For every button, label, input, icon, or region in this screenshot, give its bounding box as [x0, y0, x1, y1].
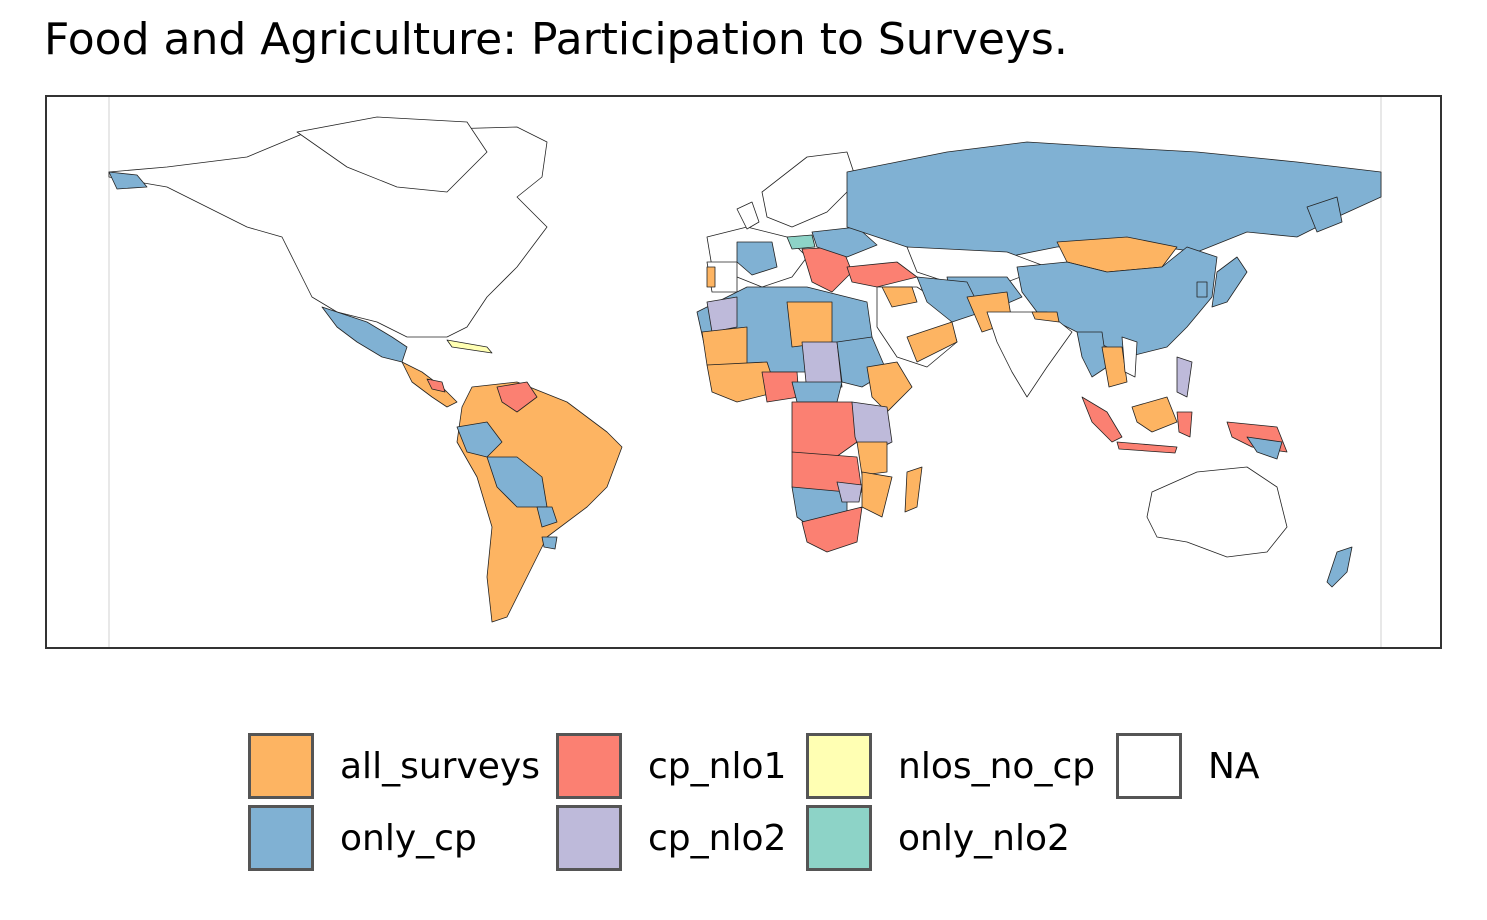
country-new-zealand — [1326, 546, 1353, 588]
world-map — [108, 97, 1382, 647]
country-alaska-tip — [108, 171, 148, 190]
country-honduras — [426, 378, 446, 393]
country-venezuela — [496, 381, 538, 413]
country-horn-africa — [866, 361, 913, 413]
country-vietnam — [1121, 336, 1138, 378]
legend-swatch-cp-nlo2 — [556, 805, 622, 871]
country-uk-ireland — [736, 201, 760, 230]
country-south-africa — [801, 506, 863, 553]
legend-item-nlos-no-cp: nlos_no_cp — [806, 731, 1095, 801]
legend-swatch-na — [1116, 733, 1182, 799]
country-car — [791, 381, 843, 403]
country-paraguay — [536, 506, 558, 528]
country-korea — [1196, 281, 1208, 298]
legend-item-only-cp: only_cp — [248, 803, 477, 873]
country-indonesia-java — [1116, 441, 1178, 454]
legend-label: cp_nlo2 — [648, 817, 787, 859]
country-yemen-oman — [906, 321, 958, 363]
country-thailand-laos — [1101, 346, 1128, 388]
legend: all_surveys only_cp cp_nlo1 cp_nlo2 nlos… — [248, 731, 1288, 877]
country-mozambique — [861, 471, 893, 518]
country-drc — [791, 401, 858, 468]
legend-label: NA — [1208, 745, 1260, 787]
country-myanmar — [1076, 331, 1108, 378]
country-mauritania-mali — [701, 326, 748, 368]
legend-item-cp-nlo1: cp_nlo1 — [556, 731, 786, 801]
country-tanzania — [856, 441, 888, 476]
country-central-europe-green — [786, 234, 816, 250]
country-kamchatka — [1306, 196, 1343, 233]
country-colombia-ecuador — [456, 421, 503, 458]
country-turkey — [846, 261, 918, 288]
legend-swatch-only-cp — [248, 805, 314, 871]
legend-label: cp_nlo1 — [648, 745, 787, 787]
legend-label: only_cp — [340, 817, 477, 859]
country-nepal — [1031, 311, 1060, 323]
country-australia — [1146, 466, 1288, 558]
legend-swatch-cp-nlo1 — [556, 733, 622, 799]
country-madagascar — [904, 466, 923, 513]
legend-item-cp-nlo2: cp_nlo2 — [556, 803, 786, 873]
legend-label: all_surveys — [340, 745, 540, 787]
legend-label: nlos_no_cp — [898, 745, 1096, 787]
country-scandinavia — [761, 151, 858, 228]
legend-swatch-only-nlo2 — [806, 805, 872, 871]
country-sulawesi — [1176, 411, 1193, 438]
country-philippines — [1176, 356, 1193, 398]
map-title: Food and Agriculture: Participation to S… — [44, 14, 1068, 65]
country-greenland — [296, 116, 488, 193]
map-panel — [45, 95, 1442, 649]
country-portugal — [706, 266, 716, 288]
country-india — [986, 311, 1073, 398]
legend-item-na: NA — [1116, 731, 1260, 801]
country-zimbabwe — [836, 481, 863, 503]
country-iran — [916, 276, 983, 323]
legend-item-all-surveys: all_surveys — [248, 731, 540, 801]
country-borneo — [1131, 396, 1178, 433]
legend-swatch-all-surveys — [248, 733, 314, 799]
country-west-africa — [706, 361, 778, 403]
legend-item-only-nlo2: only_nlo2 — [806, 803, 1070, 873]
country-chad-sudan — [801, 341, 843, 393]
country-west-sahara — [706, 296, 738, 333]
legend-swatch-nlos-no-cp — [806, 733, 872, 799]
legend-label: only_nlo2 — [898, 817, 1070, 859]
country-indonesia-sumatra — [1081, 396, 1123, 443]
country-libya — [786, 301, 833, 348]
country-cuba — [446, 339, 493, 354]
country-uruguay — [541, 536, 558, 550]
country-png — [1246, 436, 1283, 460]
country-france — [736, 241, 778, 276]
country-japan — [1211, 256, 1248, 308]
country-iraq — [881, 286, 918, 308]
